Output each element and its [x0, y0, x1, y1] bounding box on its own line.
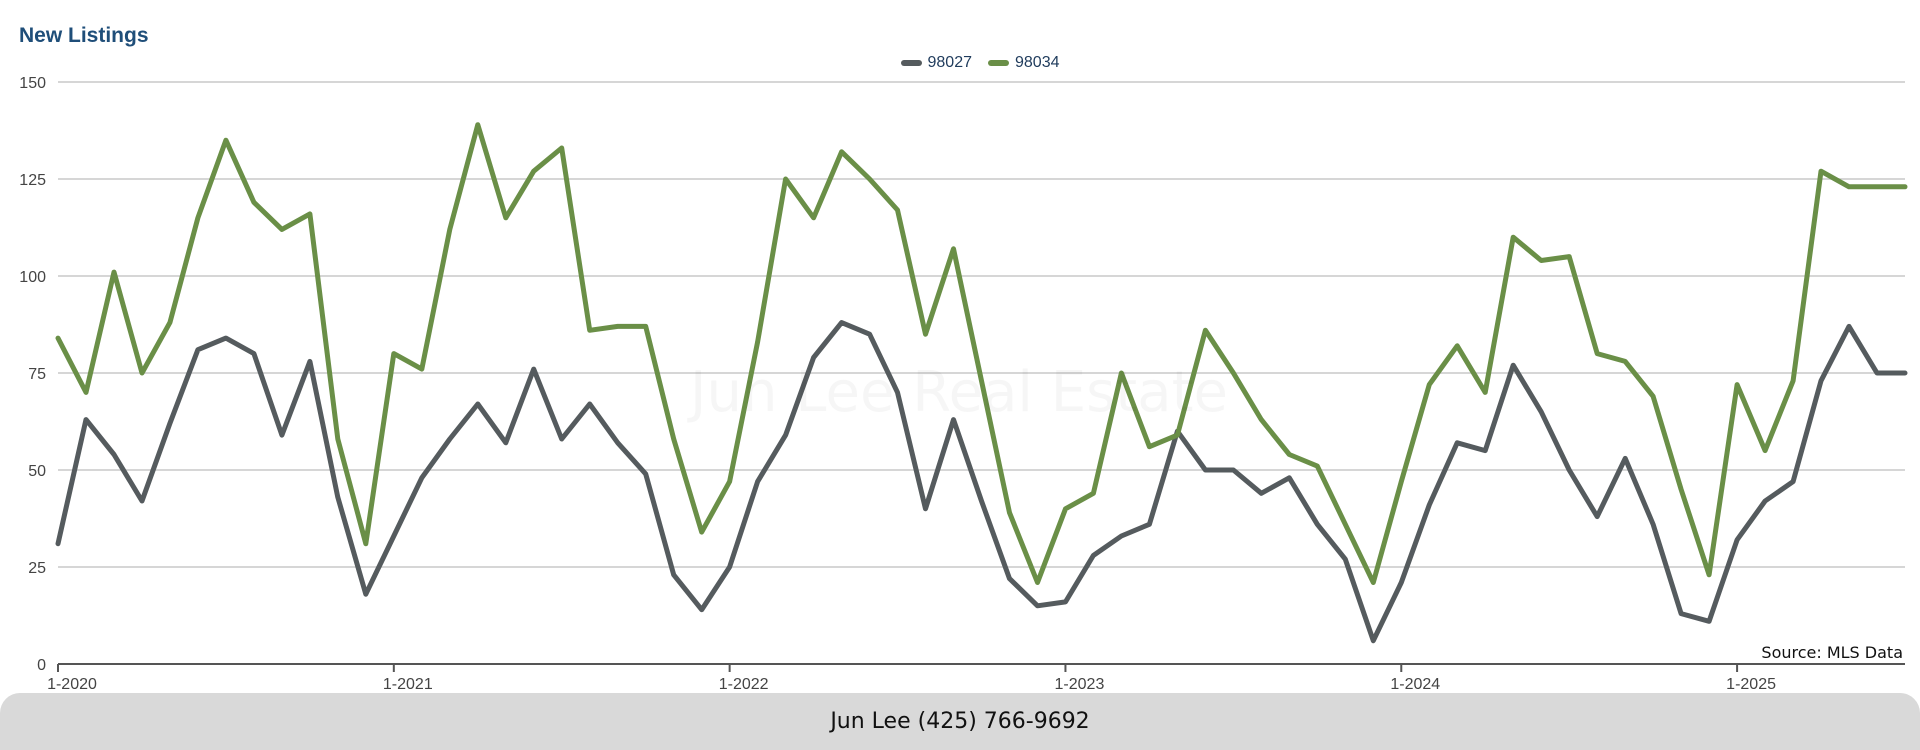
chart-title: New Listings: [19, 24, 149, 47]
legend-swatch-series-2: [988, 60, 1009, 66]
y-tick-label-25: 25: [28, 560, 46, 577]
x-tick-label-1-2024: 1-2024: [1390, 676, 1440, 693]
y-tick-label-50: 50: [28, 463, 46, 480]
x-tick-label-1-2022: 1-2022: [719, 676, 769, 693]
series-line-98034: [55, 122, 1908, 585]
legend-label-series-1: 98027: [927, 54, 973, 71]
y-tick-label-125: 125: [19, 172, 46, 189]
source-note: Source: MLS Data: [1761, 643, 1903, 662]
y-tick-label-100: 100: [19, 269, 46, 286]
watermark-text: Jun Lee Real Estate: [690, 360, 1228, 425]
x-tick-label-1-2023: 1-2023: [1055, 676, 1105, 693]
legend-item-series-2[interactable]: 98034: [988, 54, 1060, 72]
y-tick-label-75: 75: [28, 366, 46, 383]
x-tick-label-1-2025: 1-2025: [1726, 676, 1776, 693]
line-chart: 0 25 50 75 100 125 150 1-2020 1-2021 1-2022 1-2023…: [19, 75, 1908, 693]
chart-legend: 98027 98034: [0, 54, 1920, 72]
footer-contact: Jun Lee (425) 766-9692: [830, 709, 1090, 734]
legend-swatch-series-1: [900, 60, 922, 66]
legend-label-series-2: 98034: [1015, 54, 1060, 71]
y-tick-label-150: 150: [19, 75, 46, 92]
series-line-98027: [55, 320, 1908, 644]
footer-bar: Jun Lee (425) 766-9692: [0, 693, 1920, 750]
x-tick-label-1-2020: 1-2020: [47, 676, 97, 693]
x-tick-label-1-2021: 1-2021: [383, 676, 433, 693]
y-tick-label-0: 0: [37, 657, 46, 674]
legend-item-series-1[interactable]: 98027: [900, 54, 973, 72]
